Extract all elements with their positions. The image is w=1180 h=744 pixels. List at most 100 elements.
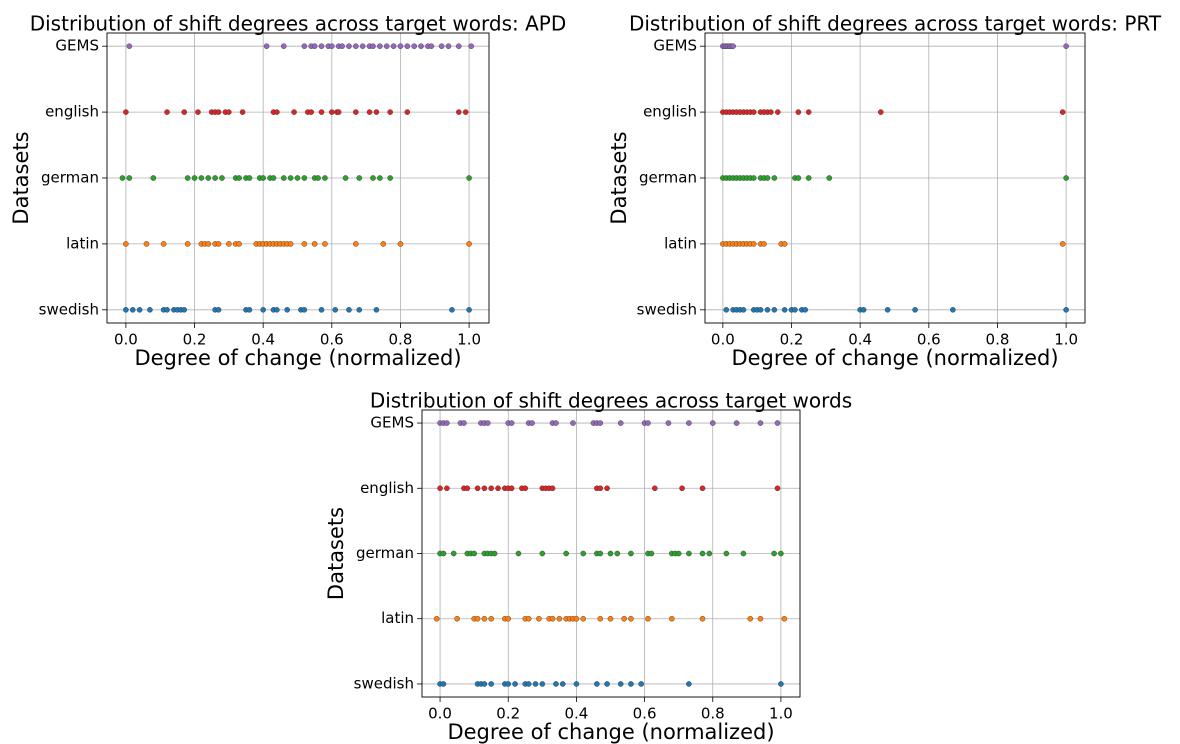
point — [771, 307, 778, 313]
point — [226, 241, 232, 247]
point — [342, 175, 349, 181]
point — [573, 681, 580, 687]
point — [433, 615, 440, 622]
point — [597, 420, 604, 426]
point — [387, 175, 393, 181]
point — [679, 485, 685, 492]
point — [198, 175, 205, 181]
point — [444, 485, 450, 492]
point — [686, 420, 692, 426]
x-tick-label: 0.6 — [320, 331, 344, 349]
point — [366, 109, 373, 115]
point — [580, 550, 587, 557]
point — [461, 420, 467, 426]
point — [549, 485, 556, 492]
point — [617, 420, 624, 426]
point — [675, 550, 682, 557]
x-tick-label: 0.2 — [496, 705, 520, 723]
point — [604, 681, 610, 687]
point — [346, 307, 352, 313]
point — [730, 43, 736, 49]
point — [536, 615, 542, 622]
point — [311, 43, 318, 49]
point — [802, 307, 809, 313]
point — [454, 615, 460, 622]
point — [191, 175, 198, 181]
point — [556, 615, 563, 622]
point — [539, 681, 546, 687]
point — [651, 485, 658, 492]
point — [301, 307, 308, 313]
point — [280, 175, 287, 181]
point — [236, 241, 242, 247]
point — [648, 550, 655, 557]
point — [287, 241, 294, 247]
point — [474, 615, 481, 622]
point — [318, 307, 325, 313]
point — [437, 485, 443, 492]
y-tick-label: english — [360, 479, 414, 497]
point — [184, 175, 191, 181]
point — [699, 550, 706, 557]
point — [532, 681, 539, 687]
point — [525, 681, 532, 687]
point — [294, 175, 301, 181]
y-tick-label: latin — [66, 234, 99, 252]
subplot: 0.0 0.2 0.4 0.6 0.8 1.0 swedish latin german engl… — [9, 12, 566, 371]
point — [205, 175, 212, 181]
chart-title: Distribution of shift degrees across tar… — [30, 12, 567, 36]
point — [580, 615, 587, 622]
point — [322, 175, 328, 181]
point — [318, 43, 325, 49]
point — [226, 109, 232, 115]
point — [481, 615, 488, 622]
point — [522, 485, 529, 492]
point — [136, 307, 143, 313]
point — [377, 43, 383, 49]
point — [373, 109, 380, 115]
point — [529, 420, 535, 426]
point — [147, 307, 153, 313]
point — [287, 175, 294, 181]
x-axis-label: Degree of change (normalized) — [134, 346, 461, 370]
point — [481, 681, 488, 687]
y-tick-label: swedish — [637, 300, 697, 318]
point — [723, 307, 730, 313]
point — [669, 615, 675, 622]
point — [757, 420, 764, 426]
point — [164, 307, 170, 313]
point — [301, 241, 308, 247]
point — [444, 420, 450, 426]
point — [617, 681, 624, 687]
point — [594, 681, 600, 687]
x-tick-label: 0.0 — [711, 331, 735, 349]
point — [621, 615, 627, 622]
point — [215, 109, 222, 115]
x-tick-label: 0.8 — [701, 705, 725, 723]
point — [573, 615, 580, 622]
point — [491, 550, 498, 557]
point — [370, 43, 376, 49]
point — [308, 109, 315, 115]
point — [383, 43, 390, 49]
point — [160, 241, 167, 247]
point — [329, 43, 335, 49]
point — [301, 43, 308, 49]
x-tick-label: 0.6 — [633, 705, 657, 723]
point — [781, 615, 788, 622]
point — [484, 420, 491, 426]
point — [757, 307, 764, 313]
point — [774, 109, 781, 115]
y-axis-label: Datasets — [9, 131, 33, 224]
point — [860, 307, 867, 313]
point — [706, 550, 713, 557]
point — [628, 615, 634, 622]
point — [505, 681, 512, 687]
point — [699, 615, 706, 622]
point — [346, 43, 352, 49]
point — [215, 307, 222, 313]
x-tick-label: 0.8 — [986, 331, 1010, 349]
point — [123, 109, 129, 115]
point — [339, 43, 345, 49]
